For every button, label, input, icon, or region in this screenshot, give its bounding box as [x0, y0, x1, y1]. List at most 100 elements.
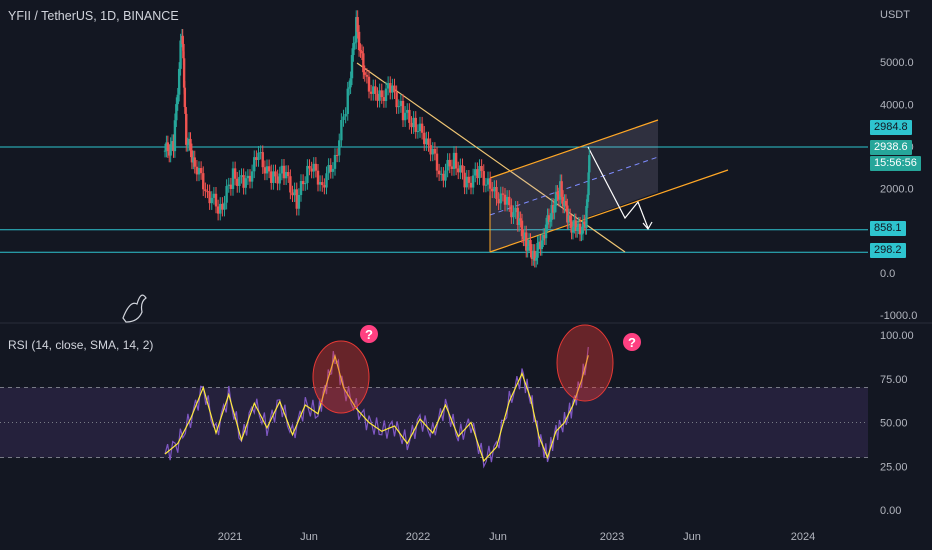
price-candle-body	[448, 159, 451, 167]
price-candle-body	[193, 157, 196, 167]
price-candle-body	[563, 200, 566, 207]
price-candle-body	[471, 175, 475, 188]
price-candle-body	[274, 171, 277, 177]
price-candle-body	[429, 145, 432, 155]
price-candle-body	[333, 154, 337, 169]
price-candle-body	[282, 165, 286, 179]
price-candle-body	[335, 154, 339, 156]
price-candle-body	[446, 159, 449, 171]
price-tag-level-298: 298.2	[870, 243, 906, 258]
price-candle-body	[457, 168, 460, 173]
rsi-indicator-title[interactable]: RSI (14, close, SMA, 14, 2)	[8, 338, 154, 352]
price-candle-body	[233, 168, 237, 179]
price-tag-upper-resistance: 2984.8	[870, 120, 912, 135]
price-candle-body	[181, 35, 184, 44]
price-candle-body	[265, 166, 269, 174]
price-candle-body	[403, 112, 407, 121]
price-candle-body	[225, 186, 228, 203]
price-candle-body	[476, 169, 479, 179]
price-candle-body	[525, 232, 528, 251]
price-candle-body	[482, 171, 485, 186]
price-candle-body	[353, 42, 357, 44]
price-candle-body	[414, 117, 417, 132]
price-candle-body	[527, 239, 531, 247]
price-candle-body	[393, 85, 396, 93]
price-candle-body	[323, 185, 326, 188]
price-candle-body	[376, 93, 379, 101]
price-candle-body	[516, 207, 519, 225]
price-candle-body	[342, 116, 345, 121]
price-candle-body	[484, 184, 488, 186]
price-candle-body	[522, 236, 525, 240]
rsi-axis-tick-label: 50.00	[880, 418, 908, 430]
channel-lower-line	[489, 169, 729, 253]
price-candle-body	[410, 122, 413, 128]
price-candle-body	[540, 240, 544, 249]
price-candle-body	[295, 189, 298, 209]
price-candle-body	[570, 221, 573, 233]
price-candle-body	[369, 91, 373, 94]
price-candle-body	[384, 88, 388, 102]
price-candle-body	[197, 168, 201, 175]
question-badge-icon	[360, 325, 378, 343]
price-candle-body	[280, 165, 284, 174]
price-candle-body	[314, 163, 318, 171]
price-candle-body	[423, 132, 426, 145]
price-candle-body	[399, 100, 403, 107]
price-candle-body	[340, 120, 343, 141]
price-candle-body	[512, 212, 515, 218]
channel-fill	[490, 120, 658, 252]
price-candle-body	[299, 181, 303, 195]
price-candle-body	[261, 152, 264, 168]
price-tag-current: 2938.6	[870, 140, 912, 155]
price-candle-body	[352, 43, 355, 56]
price-candle-body	[163, 150, 167, 152]
price-candle-body	[380, 90, 383, 98]
question-badge-label: ?	[628, 335, 636, 350]
price-candle-body	[267, 166, 271, 172]
price-candle-body	[184, 107, 187, 114]
price-candle-body	[587, 172, 590, 196]
price-candle-body	[495, 186, 498, 199]
price-candle-body	[331, 168, 335, 172]
price-candle-body	[406, 109, 409, 113]
time-axis-tick-label: Jun	[683, 531, 701, 543]
price-candle-body	[520, 220, 524, 237]
price-candle-body	[236, 178, 239, 186]
rsi-axis-tick-label: 25.00	[880, 461, 908, 473]
price-candle-body	[450, 166, 454, 169]
price-candle-body	[533, 250, 536, 261]
price-candle-body	[536, 242, 539, 258]
price-candle-body	[175, 104, 178, 121]
rsi-axis-tick-label: 0.00	[880, 505, 901, 517]
projection-path	[587, 146, 649, 229]
price-candle-body	[287, 172, 290, 177]
price-candle-body	[344, 113, 347, 117]
price-candle-body	[183, 87, 187, 108]
price-candle-body	[350, 55, 354, 79]
price-candle-body	[566, 205, 569, 223]
price-candle-body	[223, 202, 226, 210]
price-candle-body	[357, 31, 361, 51]
price-candle-body	[355, 17, 358, 43]
price-axis-tick-label: 2000.0	[880, 184, 914, 196]
price-candle-body	[242, 175, 245, 188]
price-candle-body	[270, 171, 273, 183]
price-candle-body	[526, 246, 529, 251]
rsi-highlight-circle	[556, 324, 614, 402]
rsi-band-fill	[0, 387, 868, 458]
price-candle-body	[293, 189, 296, 196]
price-candle-body	[189, 138, 192, 151]
price-candle-body	[186, 144, 189, 146]
channel-upper-line	[489, 119, 659, 179]
price-candle-body	[386, 83, 390, 89]
price-candle-body	[556, 191, 559, 195]
price-candle-body	[169, 144, 172, 156]
projection-arrowhead	[642, 221, 653, 231]
time-axis-tick-label: 2024	[791, 531, 815, 543]
price-candle-body	[240, 175, 243, 177]
countdown-tag: 15:56:56	[870, 156, 921, 171]
price-candle-body	[577, 223, 580, 228]
price-candle-body	[301, 181, 305, 185]
